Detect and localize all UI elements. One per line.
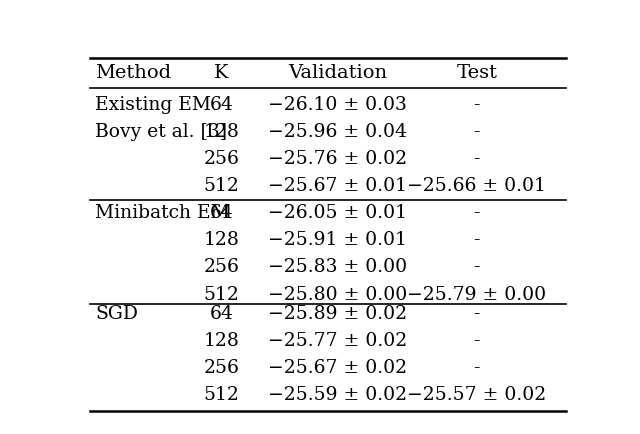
Text: K: K: [214, 64, 228, 82]
Text: −25.67 ± 0.01: −25.67 ± 0.01: [268, 177, 408, 195]
Text: 128: 128: [204, 123, 239, 141]
Text: −25.57 ± 0.02: −25.57 ± 0.02: [407, 386, 547, 404]
Text: 256: 256: [204, 359, 239, 377]
Text: −25.91 ± 0.01: −25.91 ± 0.01: [269, 231, 407, 250]
Text: −25.66 ± 0.01: −25.66 ± 0.01: [408, 177, 546, 195]
Text: -: -: [474, 231, 480, 250]
Text: -: -: [474, 305, 480, 322]
Text: -: -: [474, 359, 480, 377]
Text: 64: 64: [209, 96, 234, 114]
Text: -: -: [474, 204, 480, 222]
Text: -: -: [474, 332, 480, 350]
Text: -: -: [474, 96, 480, 114]
Text: −25.59 ± 0.02: −25.59 ± 0.02: [268, 386, 408, 404]
Text: −25.76 ± 0.02: −25.76 ± 0.02: [268, 150, 408, 168]
Text: Existing EM: Existing EM: [95, 96, 211, 114]
Text: 512: 512: [204, 386, 239, 404]
Text: −25.79 ± 0.00: −25.79 ± 0.00: [407, 286, 547, 303]
Text: 128: 128: [204, 332, 239, 350]
Text: 512: 512: [204, 286, 239, 303]
Text: 128: 128: [204, 231, 239, 250]
Text: −26.05 ± 0.01: −26.05 ± 0.01: [268, 204, 408, 222]
Text: -: -: [474, 259, 480, 276]
Text: 64: 64: [209, 305, 234, 322]
Text: −25.83 ± 0.00: −25.83 ± 0.00: [268, 259, 408, 276]
Text: SGD: SGD: [95, 305, 138, 322]
Text: −25.77 ± 0.02: −25.77 ± 0.02: [268, 332, 408, 350]
Text: 64: 64: [209, 204, 234, 222]
Text: Minibatch EM: Minibatch EM: [95, 204, 230, 222]
Text: 256: 256: [204, 259, 239, 276]
Text: -: -: [474, 123, 480, 141]
Text: -: -: [474, 150, 480, 168]
Text: −25.96 ± 0.04: −25.96 ± 0.04: [268, 123, 408, 141]
Text: −25.80 ± 0.00: −25.80 ± 0.00: [268, 286, 408, 303]
Text: −25.89 ± 0.02: −25.89 ± 0.02: [268, 305, 408, 322]
Text: −26.10 ± 0.03: −26.10 ± 0.03: [269, 96, 407, 114]
Text: 512: 512: [204, 177, 239, 195]
Text: −25.67 ± 0.02: −25.67 ± 0.02: [268, 359, 408, 377]
Text: Validation: Validation: [289, 64, 387, 82]
Text: Test: Test: [456, 64, 497, 82]
Text: 256: 256: [204, 150, 239, 168]
Text: Bovy et al. [3]: Bovy et al. [3]: [95, 123, 227, 141]
Text: Method: Method: [95, 64, 171, 82]
